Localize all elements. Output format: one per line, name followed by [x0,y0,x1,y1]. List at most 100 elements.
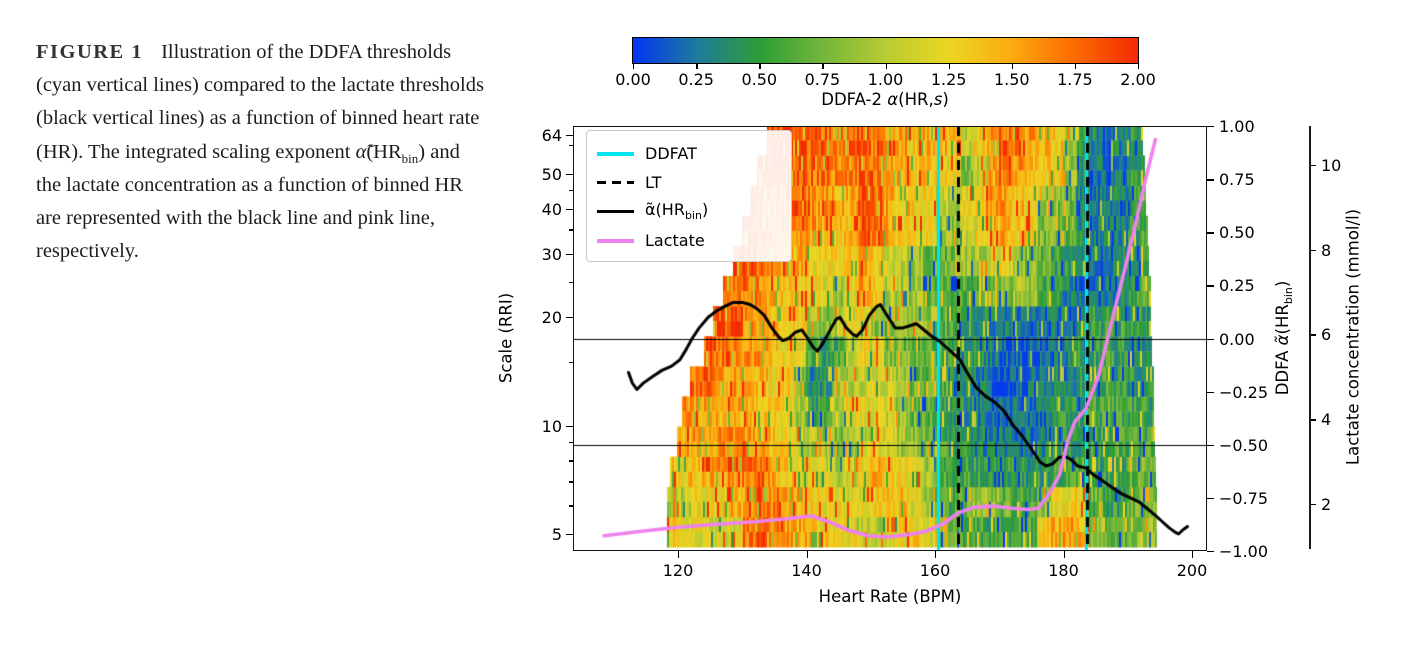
y-tick-label: 64 [541,126,562,146]
caption-math-open: (HR [366,140,402,163]
label-segment: bin [684,209,702,223]
y-tick [566,208,573,210]
ddfa-tick [1207,179,1214,181]
x-tick-label: 140 [791,561,822,580]
ddfa-tick [1207,391,1214,394]
colorbar-tick-label: 0.50 [741,70,778,89]
y-tick [566,135,573,137]
label-segment: ) [701,200,709,220]
legend: DDFAT LT α̃(HRbin) Lactate [586,130,792,262]
colorbar-tick [948,64,951,69]
lactate-tick-label: 2 [1321,494,1332,514]
legend-item-alpha: α̃(HRbin) [597,197,779,226]
colorbar-tick [1138,64,1140,69]
x-tick [1063,551,1065,558]
x-tick [1192,551,1194,558]
y-minor-tick [569,145,573,147]
colorbar [632,37,1139,64]
x-tick-label: 120 [662,561,694,580]
colorbar-tick [822,64,824,69]
caption-math-alpha: α̃ [355,140,367,163]
colorbar-tick [885,64,887,69]
label-segment: DDFAT [645,144,697,163]
ddfa-tick-label: 0.00 [1219,329,1255,349]
label-segment: Lactate [645,231,705,250]
x-axis-label: Heart Rate (BPM) [818,587,962,606]
lactate-tick-label: 6 [1321,325,1332,345]
label-segment: α̃ [1272,334,1292,346]
y-minor-tick [569,190,573,192]
lactate-tick [1309,419,1316,421]
x-tick [935,551,937,558]
legend-item-ddfat: DDFAT [597,139,779,168]
ddfa-tick [1207,285,1214,287]
ddfa-tick [1207,338,1214,340]
figure-caption: FIGURE 1 Illustration of the DDFA thresho… [36,36,486,268]
colorbar-tick-label: 1.25 [930,70,967,89]
caption-math-sub: bin [401,150,419,166]
lactate-line-swatch [597,238,634,243]
label-segment: s [933,90,943,109]
label-segment: (HR [1272,304,1292,335]
legend-item-lactate: Lactate [597,226,779,255]
label-segment: LT [645,173,662,192]
legend-label-lt: LT [645,173,661,192]
label-segment: ) [1272,280,1292,288]
colorbar-tick-label: 0.00 [615,70,651,89]
y-tick [566,253,573,255]
colorbar-tick-label: 1.75 [1057,70,1093,89]
label-segment: (HR, [898,90,934,109]
ddfa-tick [1207,232,1214,234]
ddfat-line-swatch [597,151,634,156]
legend-label-ddfat: DDFAT [645,144,697,163]
y-tick-label: 5 [551,525,562,545]
x-tick-label: 200 [1176,561,1208,580]
ddfa-tick-label: −0.50 [1219,435,1269,455]
x-tick [677,551,680,558]
caption-text-2: and the lactate concentration as a funct… [36,140,463,263]
plot-border [573,126,1207,551]
y2-axis-label: DDFA α̃(HRbin) [1273,281,1295,396]
y-minor-tick [569,442,573,444]
lt-line-swatch [597,180,634,185]
colorbar-tick [696,64,698,69]
colorbar-tick [1011,64,1014,69]
alpha-line-swatch [597,210,634,213]
ddfa-tick [1207,551,1214,553]
colorbar-tick [759,64,761,69]
x-tick-label: 160 [919,561,951,580]
colorbar-tick-label: 2.00 [1120,70,1156,89]
ddfa-tick-label: −0.25 [1219,382,1269,402]
ddfa-tick-label: 0.50 [1219,223,1255,243]
label-segment: ) [942,90,949,109]
lactate-tick-label: 4 [1321,410,1332,430]
y-tick-label: 40 [541,199,562,219]
y-minor-tick [569,362,573,364]
lactate-tick [1309,249,1316,252]
y-minor-tick [569,505,573,507]
lactate-tick [1309,503,1316,506]
ddfa-tick-label: −0.75 [1219,488,1269,508]
colorbar-tick [1074,64,1077,69]
legend-label-lactate: Lactate [645,231,705,250]
ddfa-tick-label: −1.00 [1219,542,1269,561]
y-tick [566,173,573,176]
label-segment: α [887,90,899,109]
lactate-tick-label: 8 [1321,240,1332,260]
y-minor-tick [569,481,573,483]
ddfa-tick-label: 0.25 [1219,276,1255,296]
label-segment: bin [1282,287,1296,305]
caption-figure-label: FIGURE 1 [36,41,144,63]
colorbar-tick [633,64,635,69]
caption-math-close: ) [418,140,426,163]
ddfa-tick-label: 1.00 [1219,117,1255,136]
y-tick [566,425,573,427]
ddfa-tick [1207,126,1214,128]
colorbar-tick-label: 1.50 [993,70,1030,89]
y-axis-label: Scale (RRI) [496,292,516,384]
x-tick [806,551,808,558]
lactate-tick-label: 10 [1321,155,1342,175]
y-minor-tick [569,460,573,462]
lactate-axis-spine [1309,126,1311,549]
